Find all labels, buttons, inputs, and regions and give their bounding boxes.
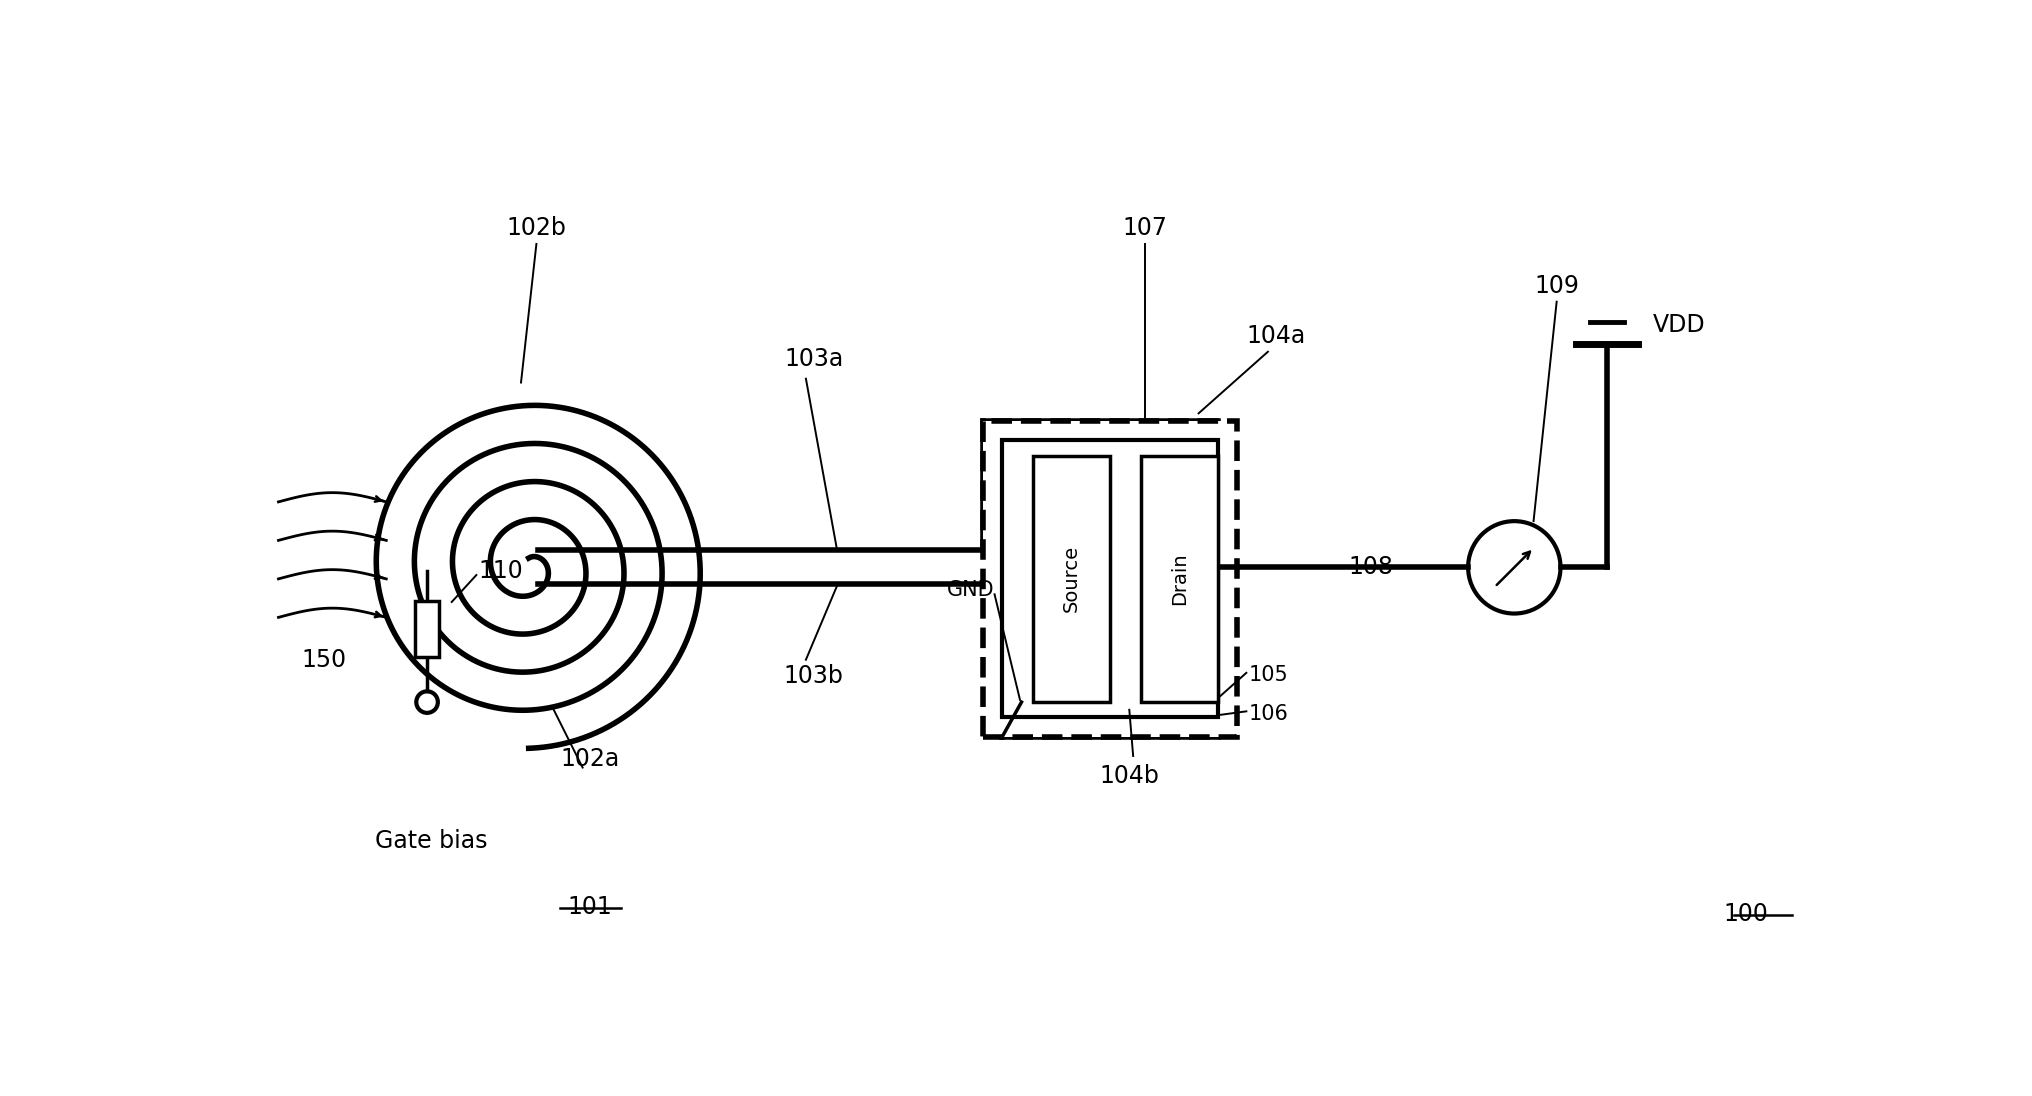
Text: GND: GND	[947, 581, 994, 601]
FancyBboxPatch shape	[415, 602, 439, 657]
Text: Source: Source	[1061, 546, 1081, 613]
FancyBboxPatch shape	[1032, 456, 1109, 703]
FancyBboxPatch shape	[1140, 456, 1217, 703]
FancyBboxPatch shape	[983, 421, 1237, 737]
Text: 109: 109	[1534, 274, 1579, 298]
Text: 104a: 104a	[1246, 324, 1305, 347]
Text: 105: 105	[1248, 665, 1288, 685]
Text: 106: 106	[1248, 704, 1288, 723]
Text: 108: 108	[1347, 556, 1394, 580]
Text: VDD: VDD	[1652, 312, 1705, 336]
Text: 104b: 104b	[1099, 764, 1158, 788]
Text: 103b: 103b	[782, 663, 843, 687]
Text: 101: 101	[567, 894, 612, 918]
Text: 110: 110	[478, 559, 522, 583]
Text: 150: 150	[301, 648, 347, 672]
Text: Drain: Drain	[1168, 552, 1189, 605]
Text: 100: 100	[1723, 902, 1768, 926]
Text: 103a: 103a	[784, 347, 843, 370]
FancyBboxPatch shape	[1002, 441, 1217, 718]
Text: 102a: 102a	[561, 747, 620, 772]
Text: Gate bias: Gate bias	[374, 830, 488, 853]
Text: 102b: 102b	[506, 216, 567, 240]
Text: 107: 107	[1122, 216, 1166, 240]
